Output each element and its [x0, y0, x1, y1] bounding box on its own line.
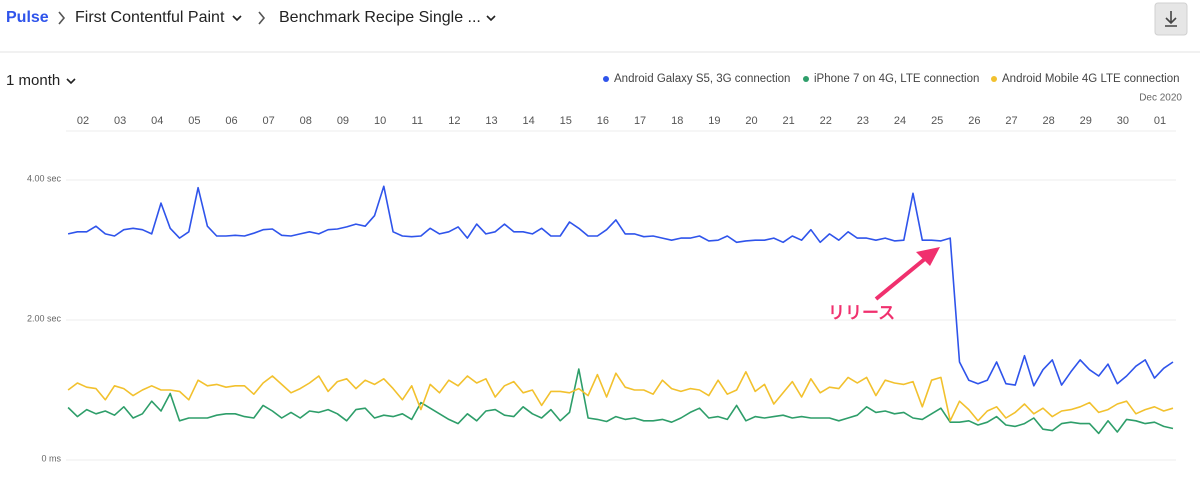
x-tick-label: 05: [188, 115, 200, 127]
x-tick-label: 23: [857, 115, 869, 127]
breadcrumb: Pulse First Contentful Paint Benchmark R…: [6, 9, 496, 26]
x-tick-label: 22: [820, 115, 832, 127]
x-tick-label: 21: [783, 115, 795, 127]
chevron: [258, 11, 266, 25]
x-tick-label: 12: [448, 115, 460, 127]
x-tick-label: 16: [597, 115, 609, 127]
x-tick-label: 06: [225, 115, 237, 127]
date-label: Dec 2020: [1139, 93, 1182, 104]
x-tick-label: 28: [1042, 115, 1054, 127]
dropdown-caret: [486, 15, 496, 22]
legend-item: Android Galaxy S5, 3G connection: [603, 73, 790, 85]
legend-swatch: [991, 76, 997, 82]
legend-item: Android Mobile 4G LTE connection: [991, 73, 1180, 85]
x-tick-label: 09: [337, 115, 349, 127]
x-tick-label: 14: [523, 115, 535, 127]
dropdown-caret: [66, 78, 76, 85]
x-tick-label: 29: [1080, 115, 1092, 127]
y-tick-label: 4.00 sec: [27, 173, 62, 183]
x-tick-label: 19: [708, 115, 720, 127]
y-tick-label: 2.00 sec: [27, 313, 62, 323]
download-icon: [1165, 11, 1177, 27]
x-tick-label: 20: [745, 115, 757, 127]
x-tick-label: 04: [151, 115, 163, 127]
legend-label: Android Galaxy S5, 3G connection: [614, 73, 790, 85]
annotation-arrow: [874, 247, 940, 301]
x-tick-label: 07: [263, 115, 275, 127]
x-tick-label: 18: [671, 115, 683, 127]
series-line: [67, 371, 1174, 422]
series-line: [67, 368, 1174, 435]
annotation: リリース: [828, 303, 895, 322]
chevron: [58, 11, 66, 25]
dropdown-caret: [232, 15, 242, 22]
legend-swatch: [603, 76, 609, 82]
series-line: [67, 185, 1174, 387]
x-tick-label: 11: [412, 115, 423, 127]
x-tick-label: 27: [1005, 115, 1017, 127]
x-tick-label: 13: [485, 115, 497, 127]
legend-item: iPhone 7 on 4G, LTE connection: [803, 73, 979, 85]
x-tick-label: 15: [560, 115, 572, 127]
breadcrumb-link[interactable]: Pulse: [6, 9, 49, 26]
x-tick-label: 30: [1117, 115, 1129, 127]
x-tick-label: 26: [968, 115, 980, 127]
arrow-shaft: [874, 256, 928, 301]
x-tick-label: 17: [634, 115, 646, 127]
x-tick-label: 25: [931, 115, 943, 127]
legend-label: Android Mobile 4G LTE connection: [1002, 73, 1180, 85]
x-tick-label: 10: [374, 115, 386, 127]
breadcrumb-dropdown[interactable]: First Contentful Paint: [75, 9, 225, 26]
legend-swatch: [803, 76, 809, 82]
y-tick-label: 0 ms: [41, 453, 61, 463]
x-tick-label: 08: [300, 115, 312, 127]
x-tick-label: 01: [1154, 115, 1166, 127]
breadcrumb-dropdown[interactable]: Benchmark Recipe Single ...: [279, 9, 481, 26]
x-tick-label: 02: [77, 115, 89, 127]
legend-label: iPhone 7 on 4G, LTE connection: [814, 73, 979, 85]
x-tick-label: 03: [114, 115, 126, 127]
period-dropdown[interactable]: 1 month: [6, 72, 60, 89]
arrow-head: [916, 247, 940, 266]
download-button[interactable]: [1154, 2, 1188, 36]
x-tick-label: 24: [894, 115, 906, 127]
